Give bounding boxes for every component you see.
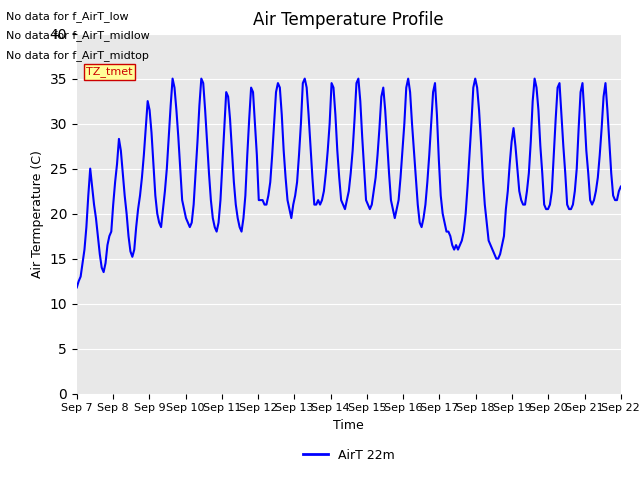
Text: No data for f_AirT_midtop: No data for f_AirT_midtop [6,49,149,60]
Text: TZ_tmet: TZ_tmet [86,66,133,77]
X-axis label: Time: Time [333,419,364,432]
Y-axis label: Air Termperature (C): Air Termperature (C) [31,150,44,277]
Text: No data for f_AirT_midlow: No data for f_AirT_midlow [6,30,150,41]
Text: No data for f_AirT_low: No data for f_AirT_low [6,11,129,22]
Legend: AirT 22m: AirT 22m [298,444,399,467]
Title: Air Temperature Profile: Air Temperature Profile [253,11,444,29]
